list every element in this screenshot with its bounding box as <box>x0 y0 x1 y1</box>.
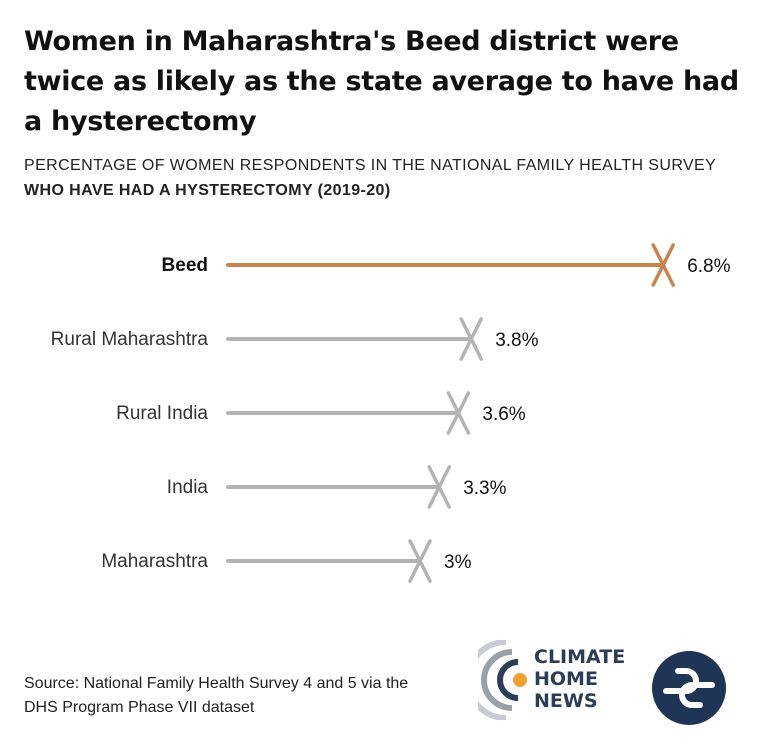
source-note: Source: National Family Health Survey 4 … <box>24 672 464 720</box>
x-marker-icon <box>459 317 483 361</box>
round-brand-logo-icon <box>652 651 726 725</box>
data-label: 3.6% <box>482 404 525 425</box>
data-label: 3% <box>444 552 472 573</box>
climate-home-news-wordmark: CLIMATE HOME NEWS <box>534 646 625 712</box>
climate-home-news-logo: CLIMATE HOME NEWS <box>478 640 638 720</box>
data-label: 3.3% <box>463 478 506 499</box>
chart-subtitle: PERCENTAGE OF WOMEN RESPONDENTS IN THE N… <box>24 153 764 203</box>
source-line-1: Source: National Family Health Survey 4 … <box>24 675 409 692</box>
climate-home-news-mark-icon <box>478 640 527 720</box>
x-marker-icon <box>408 539 432 583</box>
category-label: Rural Maharashtra <box>51 329 209 350</box>
source-line-2: DHS Program Phase VII dataset <box>24 699 255 716</box>
x-marker-icon <box>427 465 451 509</box>
subtitle-line-1: PERCENTAGE OF WOMEN RESPONDENTS IN THE N… <box>24 157 717 174</box>
logo-word-home: HOME <box>534 668 598 690</box>
category-label: India <box>167 477 209 498</box>
logo-word-climate: CLIMATE <box>534 646 626 668</box>
x-marker-icon <box>651 243 675 287</box>
data-label: 6.8% <box>687 256 730 277</box>
logo-word-news: NEWS <box>534 690 598 712</box>
lollipop-chart: Beed 6.8% Rural Maharashtra 3.8% Rural India… <box>51 243 731 583</box>
x-marker-icon <box>446 391 471 435</box>
subtitle-line-2: WHO HAVE HAD A HYSTERECTOMY (2019-20) <box>24 182 391 199</box>
category-label: Beed <box>162 255 208 276</box>
category-label: Maharashtra <box>101 551 208 572</box>
chart-title: Women in Maharashtra's Beed district wer… <box>24 26 739 137</box>
data-label: 3.8% <box>495 330 538 351</box>
category-label: Rural India <box>116 403 208 424</box>
